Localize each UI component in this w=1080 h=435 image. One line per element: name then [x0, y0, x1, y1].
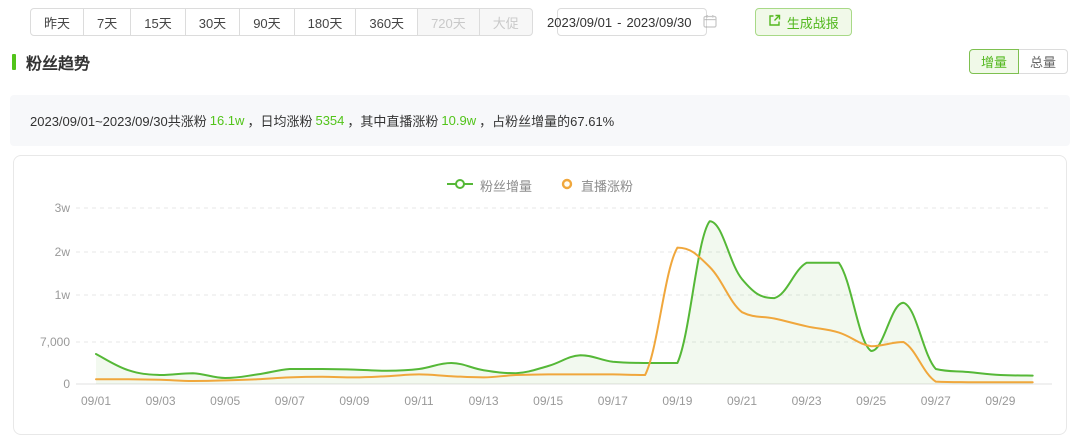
range-button-720d: 720天: [417, 8, 480, 36]
chart-legend: 粉丝增量 直播涨粉: [14, 176, 1066, 195]
range-button-30d[interactable]: 30天: [184, 8, 241, 36]
x-axis-tick: 09/05: [210, 394, 240, 408]
legend-item-live-fans[interactable]: 直播涨粉: [560, 176, 633, 195]
legend-item-fan-increment[interactable]: 粉丝增量: [446, 176, 532, 195]
summary-live-value: 10.9w: [441, 113, 477, 128]
fan-trend-chart-card: 粉丝增量 直播涨粉 0 7,000 1w 2w 3w 09/01 09/03 09/05 09/…: [13, 155, 1067, 435]
title-accent-bar: [12, 54, 16, 70]
summary-sep3: ，: [479, 114, 493, 129]
date-separator: -: [617, 14, 622, 30]
x-axis-tick: 09/15: [533, 394, 563, 408]
increment-total-toggle: 增量 总量: [968, 49, 1068, 74]
calendar-icon: [702, 14, 717, 31]
x-axis-tick: 09/11: [404, 394, 433, 408]
series-line-1: [95, 246, 1034, 384]
green-line-marker-icon: [446, 178, 473, 193]
summary-total-value: 16.1w: [209, 113, 245, 128]
summary-daily-value: 5354: [315, 113, 345, 128]
section-header: 粉丝趋势: [12, 50, 90, 74]
summary-live-label: 其中直播涨粉: [360, 114, 439, 129]
summary-sep2: ，: [347, 114, 361, 129]
date-start: 2023/09/01: [547, 14, 613, 30]
summary-suffix: 占粉丝增量的67.61%: [492, 114, 615, 129]
toggle-increment[interactable]: 增量: [968, 49, 1019, 74]
line-chart-canvas[interactable]: 0 7,000 1w 2w 3w 09/01 09/03 09/05 09/07 09/09 09/…: [14, 156, 1068, 421]
y-axis-tick: 3w: [55, 201, 71, 215]
x-axis-tick: 09/25: [856, 394, 886, 408]
range-button-360d[interactable]: 360天: [355, 8, 419, 36]
export-icon: [768, 14, 781, 30]
toggle-total[interactable]: 总量: [1017, 49, 1068, 74]
generate-report-label: 生成战报: [786, 15, 839, 31]
x-axis-tick: 09/03: [146, 394, 176, 408]
x-axis-tick: 09/23: [792, 394, 822, 408]
x-axis-tick: 09/27: [921, 394, 951, 408]
date-end: 2023/09/30: [626, 14, 692, 30]
generate-report-button[interactable]: 生成战报: [754, 8, 852, 36]
time-range-group: 昨天 7天 15天 30天 90天 180天 360天 720天 大促: [30, 8, 533, 36]
x-axis-tick: 09/21: [727, 394, 757, 408]
range-button-90d[interactable]: 90天: [239, 8, 295, 36]
toolbar: 昨天 7天 15天 30天 90天 180天 360天 720天 大促 2023…: [30, 8, 852, 36]
y-axis-tick: 2w: [55, 245, 71, 259]
x-axis-tick: 09/09: [339, 394, 369, 408]
x-axis-tick: 09/17: [598, 394, 628, 408]
range-button-15d[interactable]: 15天: [130, 8, 186, 36]
x-axis-tick: 09/19: [662, 394, 692, 408]
summary-daily-label: 日均涨粉: [260, 114, 313, 129]
y-axis-tick: 0: [63, 377, 70, 391]
range-button-180d[interactable]: 180天: [293, 8, 357, 36]
y-axis-tick: 1w: [55, 288, 71, 302]
range-button-yesterday[interactable]: 昨天: [30, 8, 85, 36]
orange-circle-marker-icon: [560, 178, 574, 193]
x-axis-tick: 09/07: [275, 394, 305, 408]
summary-bar: 2023/09/01~2023/09/30共涨粉 16.1w ， 日均涨粉 53…: [10, 95, 1070, 146]
x-axis-tick: 09/13: [469, 394, 499, 408]
summary-sep1: ，: [247, 114, 261, 129]
x-axis-tick: 09/29: [985, 394, 1015, 408]
summary-prefix: 2023/09/01~2023/09/30共涨粉: [30, 114, 207, 129]
legend-label: 粉丝增量: [479, 179, 532, 194]
legend-label: 直播涨粉: [581, 179, 634, 194]
series-area-0: [96, 221, 1033, 384]
page-title: 粉丝趋势: [26, 56, 91, 73]
range-button-7d[interactable]: 7天: [83, 8, 132, 36]
date-range-picker[interactable]: 2023/09/01 - 2023/09/30: [547, 8, 717, 36]
range-button-promo: 大促: [478, 8, 533, 36]
x-axis-tick: 09/01: [81, 394, 111, 408]
y-axis-tick: 7,000: [40, 335, 70, 349]
